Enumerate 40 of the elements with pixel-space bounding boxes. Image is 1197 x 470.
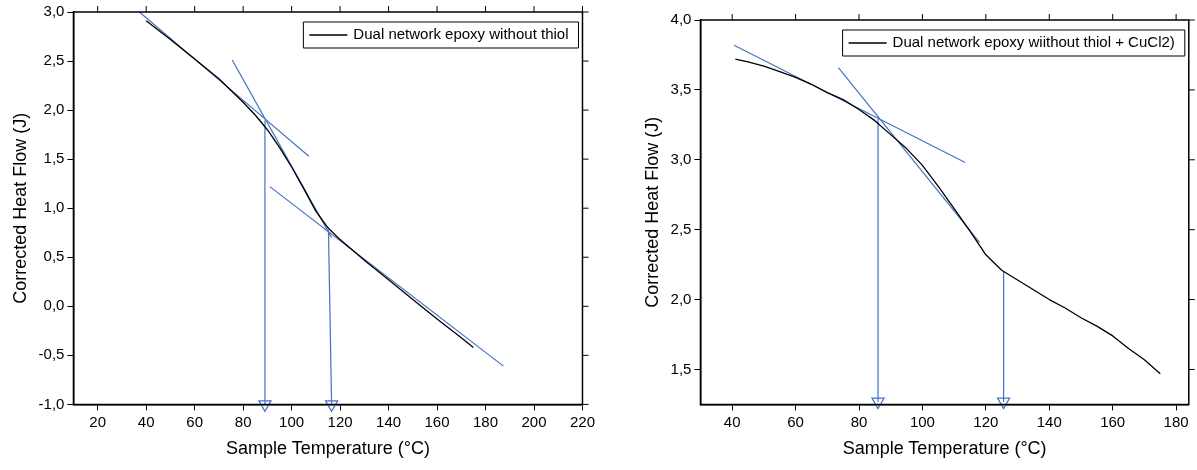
y-tick-label: 3,0 — [670, 149, 692, 167]
y-axis-title: Corrected Heat Flow (J) — [9, 112, 30, 304]
y-tick-label: 2,0 — [670, 289, 692, 307]
x-tick-label: 60 — [787, 412, 804, 430]
x-tick-label: 160 — [424, 412, 450, 430]
y-tick-label: 3,0 — [43, 2, 65, 20]
y-tick-label: -0,5 — [38, 345, 65, 363]
x-tick-label: 80 — [234, 412, 252, 430]
x-tick-label: 120 — [973, 412, 999, 430]
x-tick-label: 20 — [89, 412, 107, 430]
x-tick-label: 100 — [909, 412, 935, 430]
legend-label: Dual network epoxy without thiol — [353, 25, 569, 43]
y-tick-label: 2,0 — [43, 100, 65, 118]
legend-label: Dual network epoxy wiithout thiol + CuCl2) — [892, 33, 1175, 51]
x-tick-label: 120 — [327, 412, 353, 430]
y-tick-label: 2,5 — [43, 51, 65, 69]
y-tick-label: 2,5 — [670, 219, 692, 237]
x-tick-label: 220 — [569, 412, 595, 430]
x-tick-label: 80 — [850, 412, 868, 430]
y-tick-label: 3,5 — [670, 80, 692, 98]
y-tick-label: 1,0 — [43, 198, 65, 216]
y-tick-label: 0,0 — [43, 296, 65, 314]
y-axis-title: Corrected Heat Flow (J) — [641, 116, 662, 308]
x-tick-label: 200 — [521, 412, 547, 430]
x-tick-label: 40 — [723, 412, 741, 430]
y-tick-label: 1,5 — [43, 149, 65, 167]
y-tick-label: 0,5 — [43, 247, 65, 265]
x-tick-label: 140 — [1036, 412, 1062, 430]
x-tick-label: 160 — [1100, 412, 1126, 430]
x-tick-label: 100 — [279, 412, 305, 430]
x-tick-label: 40 — [137, 412, 155, 430]
y-tick-label: 4,0 — [670, 10, 692, 28]
x-tick-label: 180 — [1163, 412, 1189, 430]
x-axis-title: Sample Temperature (°C) — [842, 438, 1047, 459]
x-tick-label: 60 — [186, 412, 203, 430]
x-axis-title: Sample Temperature (°C) — [225, 438, 430, 459]
x-tick-label: 140 — [376, 412, 402, 430]
x-tick-label: 180 — [473, 412, 499, 430]
y-tick-label: -1,0 — [38, 394, 65, 412]
y-tick-label: 1,5 — [670, 359, 692, 377]
